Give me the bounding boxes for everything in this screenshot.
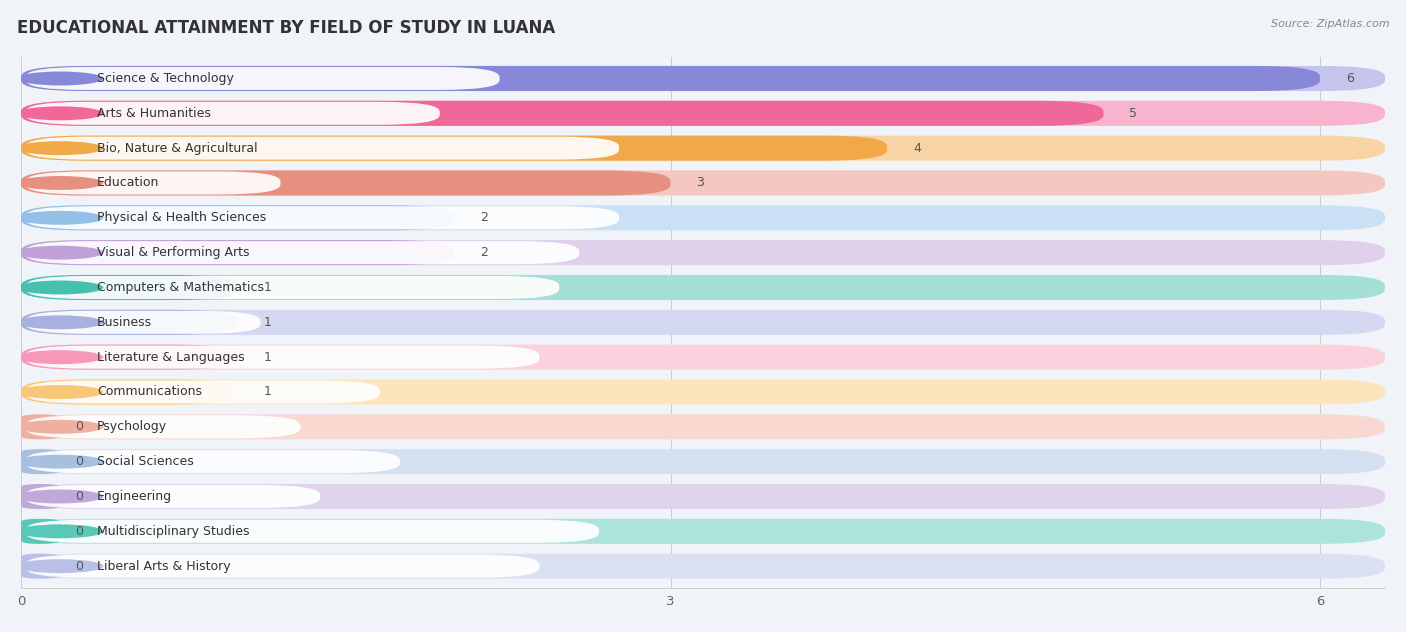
FancyBboxPatch shape	[21, 205, 1385, 230]
Text: EDUCATIONAL ATTAINMENT BY FIELD OF STUDY IN LUANA: EDUCATIONAL ATTAINMENT BY FIELD OF STUDY…	[17, 19, 555, 37]
FancyBboxPatch shape	[25, 276, 560, 299]
FancyBboxPatch shape	[21, 171, 671, 195]
FancyBboxPatch shape	[21, 66, 1385, 91]
FancyBboxPatch shape	[25, 380, 380, 403]
FancyBboxPatch shape	[21, 449, 60, 474]
FancyBboxPatch shape	[21, 66, 1320, 91]
FancyBboxPatch shape	[25, 346, 540, 368]
Text: Source: ZipAtlas.com: Source: ZipAtlas.com	[1271, 19, 1389, 29]
Text: 6: 6	[1346, 72, 1354, 85]
Text: Computers & Mathematics: Computers & Mathematics	[97, 281, 264, 294]
FancyBboxPatch shape	[25, 206, 619, 229]
Text: 0: 0	[75, 560, 83, 573]
Text: 0: 0	[75, 420, 83, 434]
FancyBboxPatch shape	[21, 379, 238, 404]
FancyBboxPatch shape	[21, 136, 1385, 161]
Circle shape	[17, 525, 104, 538]
FancyBboxPatch shape	[25, 415, 301, 439]
FancyBboxPatch shape	[25, 102, 440, 125]
Circle shape	[17, 141, 104, 155]
FancyBboxPatch shape	[21, 415, 60, 439]
FancyBboxPatch shape	[21, 275, 1385, 300]
Text: Psychology: Psychology	[97, 420, 167, 434]
Text: 5: 5	[1129, 107, 1137, 120]
Text: 4: 4	[912, 142, 921, 155]
Circle shape	[17, 211, 104, 225]
Text: Literature & Languages: Literature & Languages	[97, 351, 245, 363]
Text: Science & Technology: Science & Technology	[97, 72, 233, 85]
FancyBboxPatch shape	[21, 310, 1385, 335]
Circle shape	[17, 315, 104, 329]
Text: Communications: Communications	[97, 386, 202, 399]
FancyBboxPatch shape	[21, 554, 1385, 579]
Circle shape	[17, 559, 104, 573]
FancyBboxPatch shape	[25, 555, 540, 578]
FancyBboxPatch shape	[21, 554, 60, 579]
Text: Education: Education	[97, 176, 159, 190]
Text: Business: Business	[97, 316, 152, 329]
FancyBboxPatch shape	[25, 520, 599, 543]
FancyBboxPatch shape	[25, 171, 280, 195]
Circle shape	[17, 176, 104, 190]
Text: Arts & Humanities: Arts & Humanities	[97, 107, 211, 120]
Text: Social Sciences: Social Sciences	[97, 455, 194, 468]
FancyBboxPatch shape	[21, 519, 60, 544]
Circle shape	[17, 420, 104, 434]
Circle shape	[17, 385, 104, 399]
Text: 2: 2	[479, 246, 488, 259]
Text: 3: 3	[696, 176, 704, 190]
Text: Visual & Performing Arts: Visual & Performing Arts	[97, 246, 249, 259]
FancyBboxPatch shape	[21, 484, 1385, 509]
FancyBboxPatch shape	[25, 67, 499, 90]
FancyBboxPatch shape	[25, 241, 579, 264]
Text: Engineering: Engineering	[97, 490, 172, 503]
FancyBboxPatch shape	[21, 275, 238, 300]
Circle shape	[17, 490, 104, 504]
Circle shape	[17, 281, 104, 295]
FancyBboxPatch shape	[21, 519, 1385, 544]
FancyBboxPatch shape	[21, 484, 60, 509]
Text: Liberal Arts & History: Liberal Arts & History	[97, 560, 231, 573]
FancyBboxPatch shape	[21, 100, 1104, 126]
Text: 0: 0	[75, 490, 83, 503]
Text: 2: 2	[479, 211, 488, 224]
FancyBboxPatch shape	[21, 205, 454, 230]
FancyBboxPatch shape	[21, 379, 1385, 404]
FancyBboxPatch shape	[21, 100, 1385, 126]
Text: 1: 1	[263, 316, 271, 329]
FancyBboxPatch shape	[21, 415, 1385, 439]
FancyBboxPatch shape	[25, 450, 399, 473]
FancyBboxPatch shape	[21, 136, 887, 161]
FancyBboxPatch shape	[21, 310, 238, 335]
FancyBboxPatch shape	[21, 240, 454, 265]
FancyBboxPatch shape	[25, 311, 260, 334]
FancyBboxPatch shape	[21, 171, 1385, 195]
Circle shape	[17, 246, 104, 260]
Circle shape	[17, 454, 104, 468]
Text: Bio, Nature & Agricultural: Bio, Nature & Agricultural	[97, 142, 257, 155]
Text: 1: 1	[263, 386, 271, 399]
Text: 1: 1	[263, 281, 271, 294]
FancyBboxPatch shape	[21, 240, 1385, 265]
Circle shape	[17, 350, 104, 364]
Text: Multidisciplinary Studies: Multidisciplinary Studies	[97, 525, 249, 538]
Text: 0: 0	[75, 455, 83, 468]
Circle shape	[17, 106, 104, 120]
FancyBboxPatch shape	[21, 344, 1385, 370]
FancyBboxPatch shape	[21, 344, 238, 370]
Text: Physical & Health Sciences: Physical & Health Sciences	[97, 211, 266, 224]
Circle shape	[17, 71, 104, 85]
FancyBboxPatch shape	[25, 137, 619, 160]
Text: 1: 1	[263, 351, 271, 363]
FancyBboxPatch shape	[21, 449, 1385, 474]
Text: 0: 0	[75, 525, 83, 538]
FancyBboxPatch shape	[25, 485, 321, 508]
